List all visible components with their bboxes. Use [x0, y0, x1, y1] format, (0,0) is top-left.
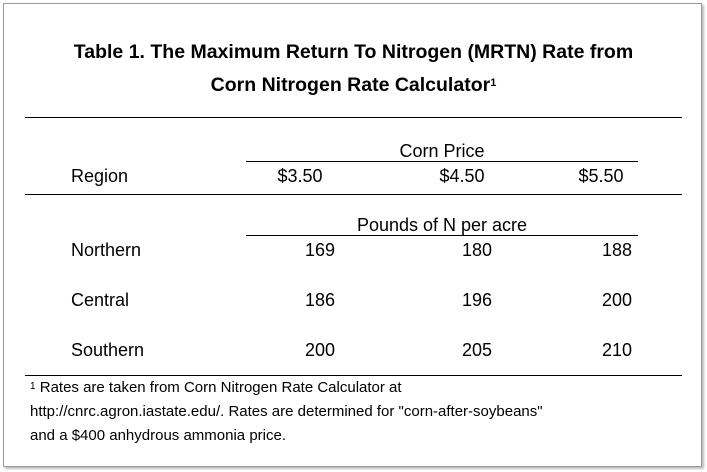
table-title-text: Corn Nitrogen Rate Calculator [210, 74, 491, 96]
price-header: $3.50 [277, 166, 323, 186]
table-cell: 196 [461, 290, 493, 310]
table-cell: 210 [601, 340, 633, 360]
unit-header: Pounds of N per acre [356, 215, 528, 235]
group-header-corn-price: Corn Price [399, 141, 485, 161]
unit-header-rule [246, 235, 638, 236]
table-cell: 186 [304, 290, 336, 310]
header-rule [25, 194, 682, 195]
footnote-line2: http://cnrc.agron.iastate.edu/. Rates ar… [30, 403, 543, 420]
price-header: $5.50 [578, 166, 624, 186]
table-title-line2: Corn Nitrogen Rate Calculator1 [0, 70, 707, 100]
row-region-label: Southern [71, 340, 145, 360]
region-header: Region [71, 166, 129, 186]
table-title-line1: Table 1. The Maximum Return To Nitrogen … [73, 41, 634, 63]
footnote-line3: and a $400 anhydrous ammonia price. [30, 427, 286, 444]
row-region-label: Central [71, 290, 130, 310]
footnote-marker: 1 [30, 381, 36, 392]
top-rule [25, 117, 682, 118]
group-header-rule [246, 161, 638, 162]
table-cell: 200 [304, 340, 336, 360]
price-header: $4.50 [439, 166, 485, 186]
row-region-label: Northern [71, 240, 142, 260]
title-footnote-marker: 1 [490, 77, 497, 89]
table-cell: 200 [601, 290, 633, 310]
footnote-line1: 1 Rates are taken from Corn Nitrogen Rat… [30, 377, 402, 399]
table-cell: 205 [461, 340, 493, 360]
table-cell: 180 [461, 240, 493, 260]
table-cell: 169 [304, 240, 336, 260]
table-cell: 188 [601, 240, 633, 260]
footnote-text: Rates are taken from Corn Nitrogen Rate … [35, 379, 402, 396]
bottom-rule [25, 375, 682, 376]
